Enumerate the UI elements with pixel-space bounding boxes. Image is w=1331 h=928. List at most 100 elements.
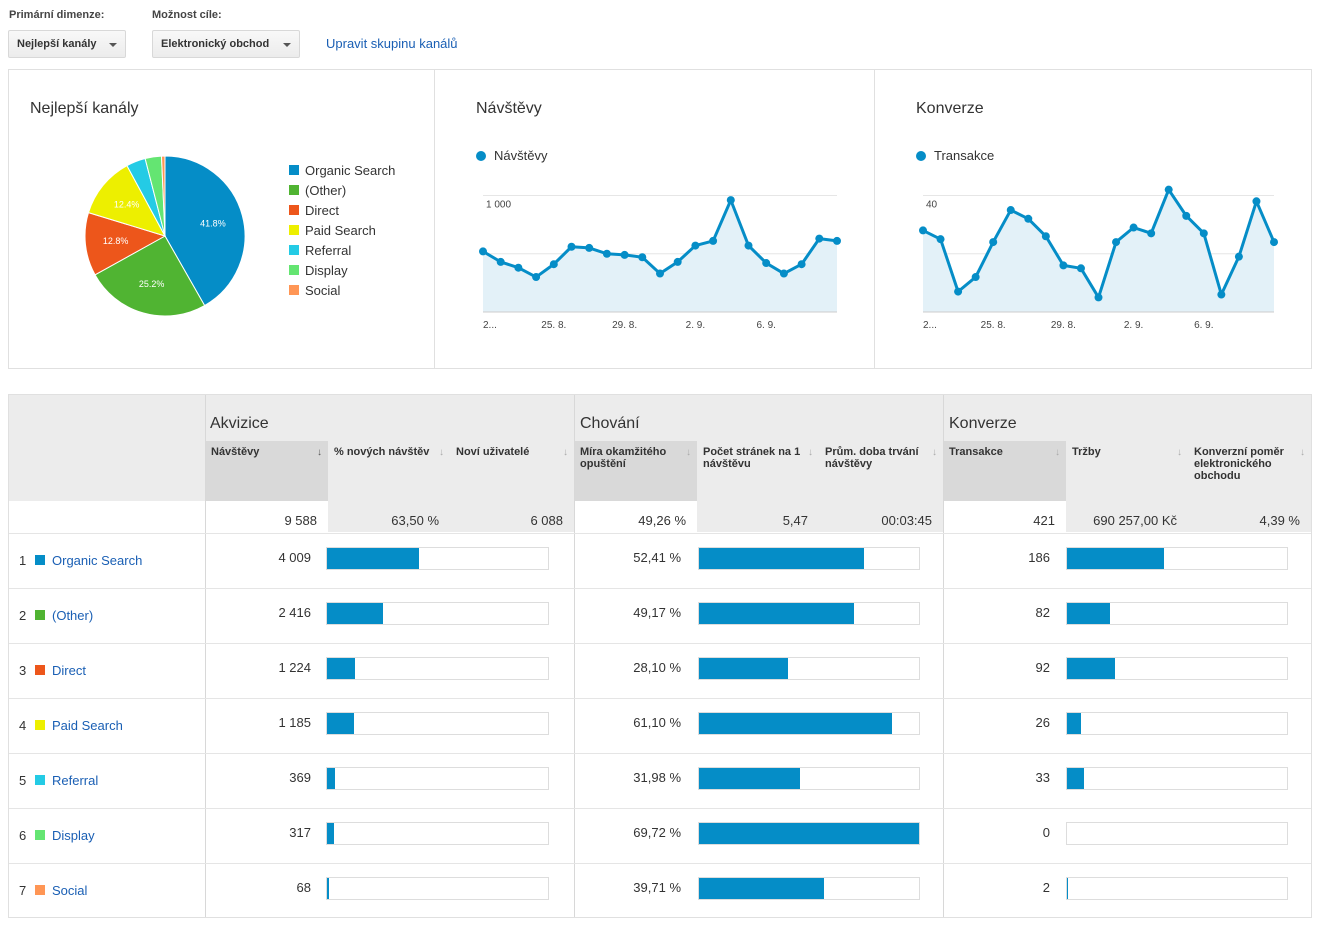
x-tick-label: 2. 9. — [686, 320, 705, 331]
visits-value: 68 — [296, 880, 311, 895]
data-point — [673, 257, 682, 266]
transactions-value: 92 — [1035, 660, 1050, 675]
pie-legend-label: Display — [305, 262, 348, 278]
transactions-bar-fill — [1067, 768, 1085, 789]
sort-arrow-icon: ↓ — [1300, 447, 1305, 458]
bounce-bar-fill — [699, 713, 892, 734]
pie-legend-item: (Other) — [289, 180, 395, 200]
visits-series-legend: Návštěvy — [476, 148, 547, 163]
colhead-revenue[interactable]: Tržby ↓ — [1067, 441, 1188, 501]
row-divider — [9, 808, 1311, 809]
colhead-bounce-rate[interactable]: Míra okamžitého opuštění ↓ — [575, 441, 697, 501]
pie-legend-label: (Other) — [305, 182, 347, 198]
visits-bar — [326, 657, 549, 680]
channel-link[interactable]: Organic Search — [52, 552, 143, 568]
channel-link[interactable]: Referral — [52, 772, 99, 788]
colhead-pages-per-visit[interactable]: Počet stránek na 1 návštěvu ↓ — [698, 441, 819, 501]
transactions-value: 82 — [1035, 605, 1050, 620]
group-title-acquisition: Akvizice — [210, 415, 269, 432]
bounce-bar — [698, 547, 920, 570]
transactions-bar — [1066, 602, 1288, 625]
visits-value: 2 416 — [278, 605, 311, 620]
data-point — [1094, 293, 1103, 302]
bounce-bar — [698, 767, 920, 790]
y-tick-label: 40 — [926, 199, 938, 210]
group-divider — [943, 395, 944, 917]
data-point — [532, 273, 541, 282]
x-tick-label: 2... — [923, 320, 937, 331]
primary-dimension-label: Primární dimenze: — [9, 9, 105, 21]
data-point — [1006, 206, 1015, 215]
row-number: 3 — [19, 662, 27, 678]
bounce-bar — [698, 657, 920, 680]
pie-slice — [84, 211, 167, 276]
chevron-down-icon — [109, 43, 117, 47]
channel-link[interactable]: Social — [52, 882, 88, 898]
visits-bar — [326, 602, 549, 625]
visits-bar-fill — [327, 823, 335, 844]
channel-link[interactable]: Display — [52, 827, 95, 843]
transactions-bar — [1066, 877, 1288, 900]
bounce-value: 49,17 % — [633, 605, 681, 620]
colhead-bounce-rate-label: Míra okamžitého opuštění — [580, 446, 667, 470]
channel-color-icon — [35, 775, 45, 785]
edit-channel-group-link[interactable]: Upravit skupinu kanálů — [326, 36, 458, 51]
series-area — [483, 200, 837, 312]
visits-series-label: Návštěvy — [494, 148, 548, 163]
goal-option-label: Možnost cíle: — [152, 9, 222, 21]
pie-legend-label: Direct — [305, 202, 339, 218]
data-point — [1024, 214, 1033, 223]
colhead-new-visits-pct[interactable]: % nových návštěv ↓ — [329, 441, 450, 501]
data-point — [514, 263, 523, 272]
table-row-label: 5 Referral — [19, 770, 98, 790]
bounce-bar-fill — [699, 823, 919, 844]
channel-link[interactable]: Direct — [52, 662, 86, 678]
pie-slice-label: 12.4% — [114, 200, 140, 210]
pie-legend-item: Organic Search — [289, 160, 395, 180]
sort-arrow-icon: ↓ — [808, 447, 813, 458]
bounce-value: 52,41 % — [633, 550, 681, 565]
data-point — [1076, 264, 1085, 273]
legend-swatch-icon — [289, 205, 299, 215]
bounce-value: 39,71 % — [633, 880, 681, 895]
bounce-bar — [698, 712, 920, 735]
visits-bar — [326, 547, 549, 570]
sort-arrow-icon: ↓ — [1055, 447, 1060, 458]
goal-option-dropdown[interactable]: Elektronický obchod — [152, 30, 300, 58]
bounce-value: 61,10 % — [633, 715, 681, 730]
row-divider — [9, 643, 1311, 644]
table-row-label: 7 Social — [19, 880, 87, 900]
colhead-ecommerce-conv-rate[interactable]: Konverzní poměr elektronického obchodu ↓ — [1189, 441, 1311, 501]
pie-slice-label: 41.8% — [200, 218, 226, 228]
bounce-bar-fill — [699, 768, 800, 789]
sort-arrow-icon: ↓ — [563, 447, 568, 458]
row-number: 5 — [19, 772, 27, 788]
transactions-line-chart[interactable]: 40202...25. 8.29. 8.2. 9.6. 9. — [875, 70, 1312, 368]
transactions-value: 33 — [1035, 770, 1050, 785]
colhead-avg-duration[interactable]: Prům. doba trvání návštěvy ↓ — [820, 441, 943, 501]
transactions-bar — [1066, 657, 1288, 680]
colhead-new-users[interactable]: Noví uživatelé ↓ — [451, 441, 574, 501]
transactions-series-legend: Transakce — [916, 148, 994, 163]
data-point — [1234, 252, 1243, 261]
primary-dimension-dropdown[interactable]: Nejlepší kanály — [8, 30, 126, 58]
data-point — [833, 236, 841, 245]
visits-line-chart[interactable]: 1 0005002...25. 8.29. 8.2. 9.6. 9. — [435, 70, 875, 368]
colhead-visits[interactable]: Návštěvy ↓ — [206, 441, 328, 501]
data-point — [1147, 229, 1156, 238]
total-ecommerce-conv-rate: 4,39 % — [1259, 513, 1300, 528]
channel-color-icon — [35, 610, 45, 620]
visits-bar-fill — [327, 603, 383, 624]
conversions-panel-title: Konverze — [916, 100, 984, 117]
series-dot-icon — [916, 150, 926, 161]
pie-chart[interactable]: 41.8% 25.2% 12.8% 12.4% — [9, 70, 279, 368]
pie-legend-item: Social — [289, 280, 395, 300]
x-tick-label: 2. 9. — [1124, 320, 1143, 331]
channel-color-icon — [35, 555, 45, 565]
channel-link[interactable]: Paid Search — [52, 717, 123, 733]
colhead-transactions[interactable]: Transakce ↓ — [944, 441, 1066, 501]
pie-panel: Nejlepší kanály 41.8% 25.2% 12.8% 12.4% Org… — [9, 70, 434, 368]
legend-swatch-icon — [289, 185, 299, 195]
table-row-label: 1 Organic Search — [19, 550, 142, 570]
channel-link[interactable]: (Other) — [52, 607, 94, 623]
